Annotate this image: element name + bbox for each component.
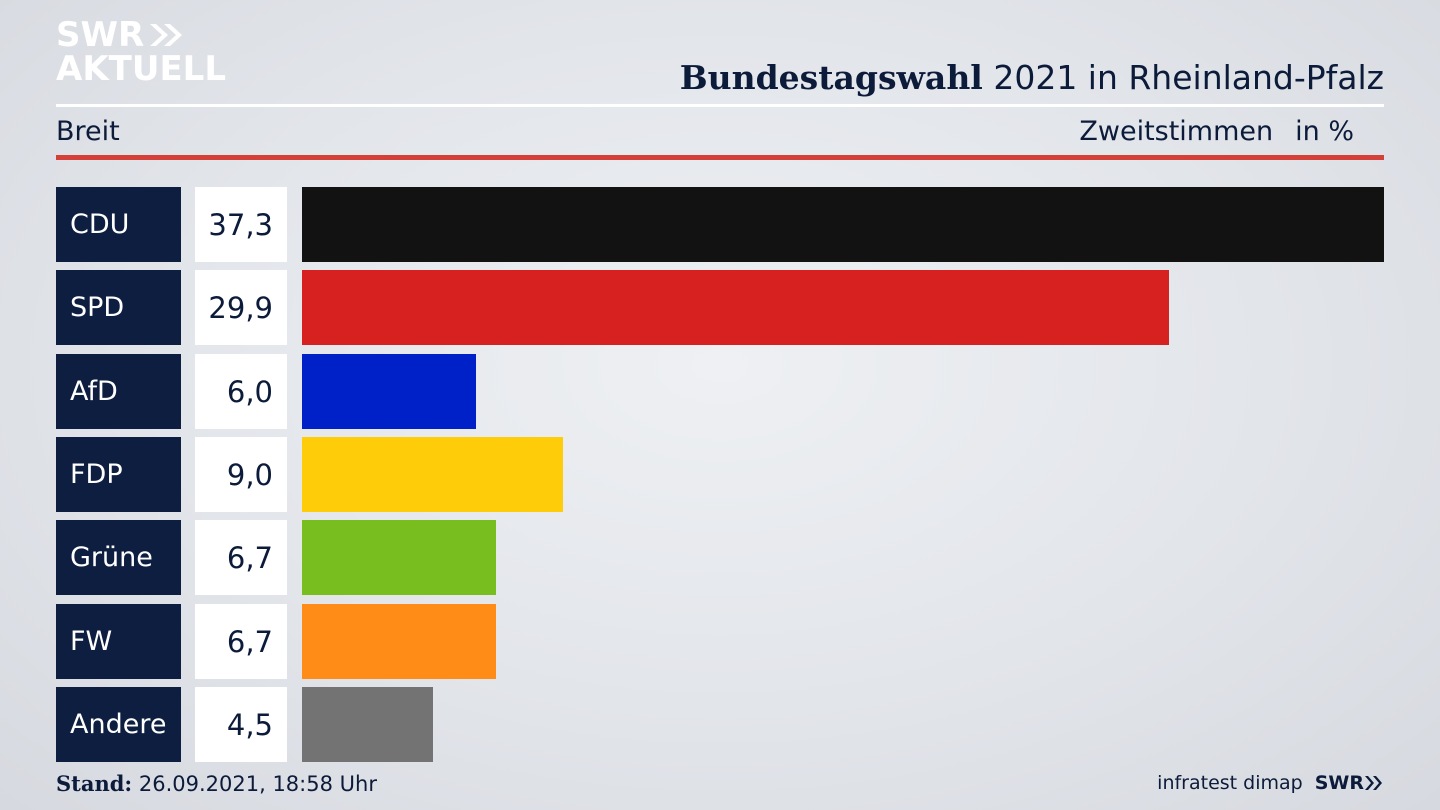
- party-label: AfD: [56, 354, 181, 429]
- title-rest: 2021 in Rheinland-Pfalz: [982, 58, 1384, 97]
- footer-credits: infratest dimap SWR: [1157, 772, 1384, 794]
- logo-line-1: SWR: [56, 15, 145, 55]
- party-label: SPD: [56, 270, 181, 345]
- value-label: 6,7: [195, 520, 287, 595]
- source-label: infratest dimap: [1157, 772, 1303, 794]
- bar: [302, 687, 433, 762]
- party-label: FDP: [56, 437, 181, 512]
- party-label: FW: [56, 604, 181, 679]
- bar: [302, 270, 1169, 345]
- bar: [302, 520, 496, 595]
- stand-label: Stand:: [56, 771, 133, 796]
- bar-row: Andere 4,5: [56, 687, 1384, 762]
- bar-row: FW 6,7: [56, 604, 1384, 679]
- double-chevron-icon: [1365, 776, 1382, 790]
- subtitle-left: Breit: [56, 116, 120, 147]
- metric-label: Zweitstimmen: [1079, 116, 1274, 147]
- stand-value: 26.09.2021, 18:58 Uhr: [132, 772, 377, 796]
- logo-line-2: AKTUELL: [56, 49, 227, 89]
- bar-row: SPD 29,9: [56, 270, 1384, 345]
- bar: [302, 354, 476, 429]
- header-divider: [56, 104, 1384, 107]
- bar: [302, 187, 1384, 262]
- double-chevron-icon: [150, 24, 183, 46]
- unit-label: in %: [1295, 116, 1354, 147]
- bar-row: CDU 37,3: [56, 187, 1384, 262]
- bar: [302, 604, 496, 679]
- value-label: 6,0: [195, 354, 287, 429]
- bar-row: FDP 9,0: [56, 437, 1384, 512]
- accent-divider: [56, 155, 1384, 160]
- bar: [302, 437, 563, 512]
- page-title: Bundestagswahl 2021 in Rheinland-Pfalz: [680, 58, 1384, 97]
- bar-row: Grüne 6,7: [56, 520, 1384, 595]
- timestamp: Stand: 26.09.2021, 18:58 Uhr: [56, 771, 377, 796]
- swr-brand: SWR: [1315, 772, 1384, 794]
- subtitle-right: Zweitstimmen in %: [1079, 116, 1354, 147]
- swr-brand-text: SWR: [1314, 772, 1364, 794]
- title-bold: Bundestagswahl: [679, 58, 983, 97]
- value-label: 4,5: [195, 687, 287, 762]
- value-label: 37,3: [195, 187, 287, 262]
- bar-row: AfD 6,0: [56, 354, 1384, 429]
- party-label: Grüne: [56, 520, 181, 595]
- value-label: 9,0: [195, 437, 287, 512]
- party-label: CDU: [56, 187, 181, 262]
- swr-aktuell-logo: SWR AKTUELL: [56, 18, 226, 86]
- party-label: Andere: [56, 687, 181, 762]
- value-label: 29,9: [195, 270, 287, 345]
- value-label: 6,7: [195, 604, 287, 679]
